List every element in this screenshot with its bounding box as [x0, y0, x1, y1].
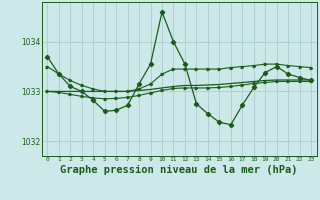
X-axis label: Graphe pression niveau de la mer (hPa): Graphe pression niveau de la mer (hPa): [60, 165, 298, 175]
